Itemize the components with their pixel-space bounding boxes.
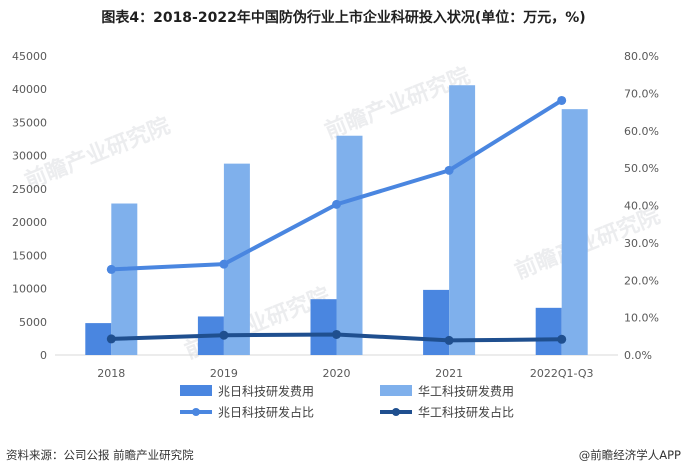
footer: 资料来源：公司公报 前瞻产业研究院 @前瞻经济学人APP — [6, 447, 681, 465]
x-tick-label: 2018 — [97, 367, 125, 380]
x-tick-label: 2021 — [435, 367, 463, 380]
brand-label: @前瞻经济学人APP — [578, 448, 681, 462]
legend-swatch-bar — [180, 385, 212, 396]
bar-huagong-rd-cost — [561, 109, 588, 356]
y-left-tick-label: 40000 — [12, 83, 47, 96]
y-right-tick-label: 70.0% — [624, 87, 659, 100]
chart-title: 图表4：2018-2022年中国防伪行业上市企业科研投入状况(单位：万元，%) — [101, 10, 586, 26]
lines — [106, 95, 567, 345]
point-zhaori-rd-ratio — [444, 165, 454, 175]
y-left-tick-label: 10000 — [12, 283, 47, 296]
point-zhaori-rd-ratio — [557, 95, 567, 105]
y-left-tick-label: 5000 — [19, 316, 47, 329]
y-left-tick-label: 15000 — [12, 249, 47, 262]
y-right-tick-label: 30.0% — [624, 237, 659, 250]
bar-zhaori-rd-cost — [535, 307, 562, 355]
point-huagong-rd-ratio — [444, 335, 454, 345]
legend-swatch-marker — [192, 408, 200, 416]
point-huagong-rd-ratio — [106, 334, 116, 344]
y-right-tick-label: 20.0% — [624, 274, 659, 287]
legend-swatch-marker — [392, 408, 400, 416]
y-left-tick-label: 30000 — [12, 150, 47, 163]
y-right-tick-label: 80.0% — [624, 50, 659, 63]
axes: 0 5000 10000 15000 20000 25000 30000 35000 40000… — [12, 50, 659, 380]
y-right-tick-label: 40.0% — [624, 200, 659, 213]
bar-zhaori-rd-cost — [423, 289, 450, 355]
x-tick-label: 2020 — [323, 367, 351, 380]
bar-zhaori-rd-cost — [310, 299, 337, 355]
y-left-tick-label: 45000 — [12, 50, 47, 63]
bar-huagong-rd-cost — [111, 203, 138, 355]
y-right-tick-label: 0.0% — [624, 349, 652, 362]
point-huagong-rd-ratio — [557, 334, 567, 344]
bar-huagong-rd-cost — [336, 135, 363, 355]
point-huagong-rd-ratio — [332, 329, 341, 339]
bar-huagong-rd-cost — [449, 85, 476, 355]
y-right-tick-label: 10.0% — [624, 312, 659, 325]
point-huagong-rd-ratio — [219, 330, 229, 340]
y-left-tick-label: 20000 — [12, 216, 47, 229]
x-tick-label: 2019 — [210, 367, 238, 380]
legend-swatch-bar — [380, 385, 412, 396]
y-left-tick-label: 35000 — [12, 116, 47, 129]
y-right-tick-label: 60.0% — [624, 125, 659, 138]
y-right-tick-label: 50.0% — [624, 162, 659, 175]
legend-label: 兆日科技研发费用 — [218, 384, 314, 399]
point-zhaori-rd-ratio — [106, 264, 116, 274]
point-zhaori-rd-ratio — [219, 259, 229, 269]
point-zhaori-rd-ratio — [332, 199, 341, 209]
x-tick-label: 2022Q1-Q3 — [530, 367, 594, 380]
y-left-tick-label: 0 — [40, 349, 47, 362]
y-left-tick-label: 25000 — [12, 183, 47, 196]
legend-label: 华工科技研发费用 — [418, 384, 514, 399]
bars — [85, 85, 588, 356]
legend-label: 兆日科技研发占比 — [218, 405, 314, 420]
legend-label: 华工科技研发占比 — [418, 405, 514, 420]
source-note: 资料来源：公司公报 前瞻产业研究院 — [6, 448, 194, 462]
